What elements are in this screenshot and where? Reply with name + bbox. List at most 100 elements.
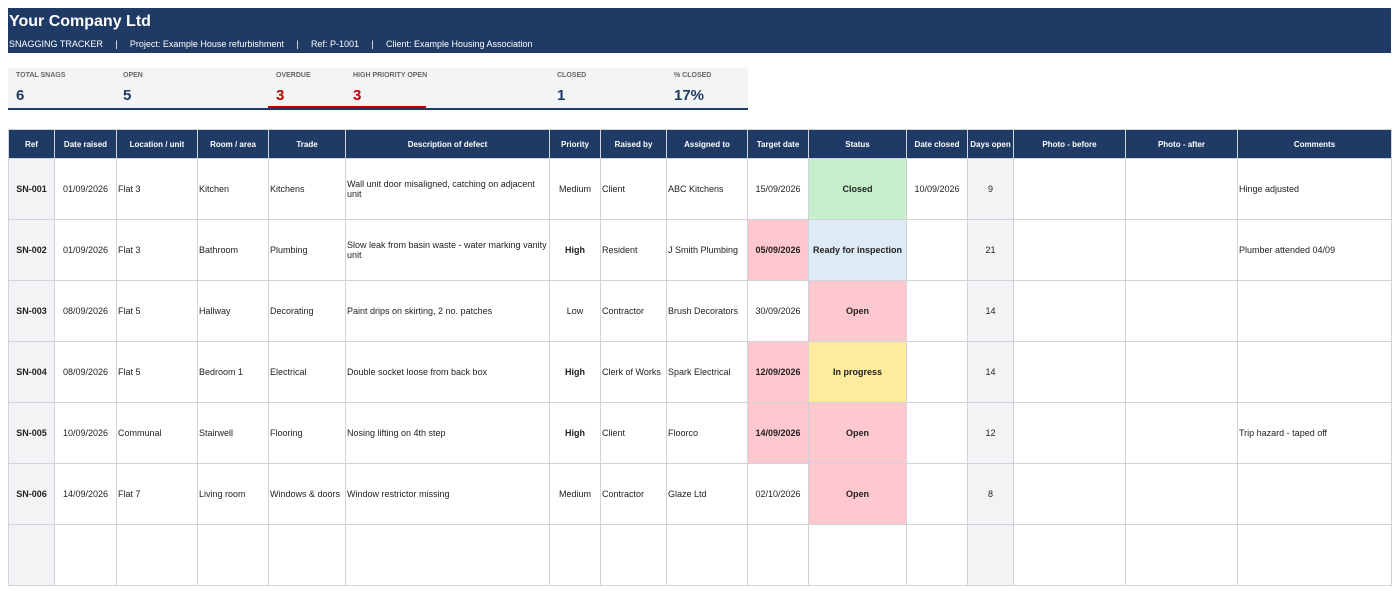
cell-ref[interactable]: SN-002 <box>8 219 55 281</box>
cell-date-closed[interactable] <box>906 341 968 403</box>
cell-trade[interactable]: Electrical <box>268 341 346 403</box>
cell-trade[interactable]: Flooring <box>268 402 346 464</box>
cell-date-raised[interactable]: 08/09/2026 <box>54 280 117 342</box>
cell-date-closed[interactable] <box>906 219 968 281</box>
cell-raised-by[interactable] <box>600 524 667 586</box>
cell-target-date[interactable]: 12/09/2026 <box>747 341 809 403</box>
cell-date-closed[interactable]: 10/09/2026 <box>906 158 968 220</box>
cell-target-date[interactable]: 30/09/2026 <box>747 280 809 342</box>
cell-assigned-to[interactable]: Brush Decorators <box>666 280 748 342</box>
cell-target-date[interactable]: 15/09/2026 <box>747 158 809 220</box>
cell-status[interactable]: Open <box>808 402 907 464</box>
col-header-assigned-to[interactable]: Assigned to <box>666 129 748 159</box>
cell-days-open[interactable]: 14 <box>967 341 1014 403</box>
cell-room[interactable]: Hallway <box>197 280 269 342</box>
col-header-raised-by[interactable]: Raised by <box>600 129 667 159</box>
cell-trade[interactable]: Windows & doors <box>268 463 346 525</box>
cell-date-raised[interactable]: 10/09/2026 <box>54 402 117 464</box>
cell-photo-before[interactable] <box>1013 219 1126 281</box>
cell-raised-by[interactable]: Resident <box>600 219 667 281</box>
col-header-photo-before[interactable]: Photo - before <box>1013 129 1126 159</box>
cell-status[interactable]: Open <box>808 463 907 525</box>
cell-comments[interactable] <box>1237 463 1392 525</box>
col-header-photo-after[interactable]: Photo - after <box>1125 129 1238 159</box>
cell-days-open[interactable]: 9 <box>967 158 1014 220</box>
cell-location[interactable]: Flat 3 <box>116 158 198 220</box>
col-header-trade[interactable]: Trade <box>268 129 346 159</box>
cell-room[interactable]: Bedroom 1 <box>197 341 269 403</box>
cell-status[interactable]: In progress <box>808 341 907 403</box>
cell-date-raised[interactable]: 01/09/2026 <box>54 158 117 220</box>
cell-description[interactable]: Nosing lifting on 4th step <box>345 402 550 464</box>
cell-description[interactable]: Slow leak from basin waste - water marki… <box>345 219 550 281</box>
col-header-description[interactable]: Description of defect <box>345 129 550 159</box>
cell-photo-after[interactable] <box>1125 524 1238 586</box>
cell-status[interactable] <box>808 524 907 586</box>
cell-days-open[interactable] <box>967 524 1014 586</box>
table-row[interactable]: SN-002 01/09/2026 Flat 3 Bathroom Plumbing Sl… <box>8 219 1392 281</box>
table-row[interactable] <box>8 524 1392 586</box>
cell-date-raised[interactable]: 01/09/2026 <box>54 219 117 281</box>
cell-trade[interactable]: Plumbing <box>268 219 346 281</box>
cell-date-raised[interactable] <box>54 524 117 586</box>
cell-photo-after[interactable] <box>1125 402 1238 464</box>
cell-date-closed[interactable] <box>906 402 968 464</box>
col-header-target-date[interactable]: Target date <box>747 129 809 159</box>
table-row[interactable]: SN-004 08/09/2026 Flat 5 Bedroom 1 Electrica… <box>8 341 1392 403</box>
cell-priority[interactable]: High <box>549 341 601 403</box>
cell-description[interactable]: Paint drips on skirting, 2 no. patches <box>345 280 550 342</box>
cell-location[interactable]: Flat 5 <box>116 280 198 342</box>
cell-location[interactable]: Communal <box>116 402 198 464</box>
cell-target-date[interactable]: 05/09/2026 <box>747 219 809 281</box>
cell-photo-before[interactable] <box>1013 402 1126 464</box>
cell-location[interactable] <box>116 524 198 586</box>
table-row[interactable]: SN-001 01/09/2026 Flat 3 Kitchen Kitchens Wal… <box>8 158 1392 220</box>
cell-description[interactable]: Wall unit door misaligned, catching on a… <box>345 158 550 220</box>
cell-ref[interactable] <box>8 524 55 586</box>
cell-comments[interactable] <box>1237 280 1392 342</box>
cell-status[interactable]: Open <box>808 280 907 342</box>
cell-location[interactable]: Flat 7 <box>116 463 198 525</box>
cell-trade[interactable] <box>268 524 346 586</box>
cell-status[interactable]: Closed <box>808 158 907 220</box>
cell-description[interactable] <box>345 524 550 586</box>
cell-comments[interactable]: Trip hazard - taped off <box>1237 402 1392 464</box>
cell-priority[interactable]: Low <box>549 280 601 342</box>
cell-date-closed[interactable] <box>906 463 968 525</box>
cell-photo-before[interactable] <box>1013 524 1126 586</box>
col-header-comments[interactable]: Comments <box>1237 129 1392 159</box>
cell-priority[interactable] <box>549 524 601 586</box>
cell-photo-before[interactable] <box>1013 280 1126 342</box>
cell-trade[interactable]: Decorating <box>268 280 346 342</box>
cell-ref[interactable]: SN-001 <box>8 158 55 220</box>
cell-comments[interactable]: Plumber attended 04/09 <box>1237 219 1392 281</box>
cell-assigned-to[interactable]: J Smith Plumbing <box>666 219 748 281</box>
cell-days-open[interactable]: 14 <box>967 280 1014 342</box>
cell-days-open[interactable]: 8 <box>967 463 1014 525</box>
cell-comments[interactable] <box>1237 341 1392 403</box>
cell-date-closed[interactable] <box>906 280 968 342</box>
cell-photo-before[interactable] <box>1013 341 1126 403</box>
cell-raised-by[interactable]: Client <box>600 402 667 464</box>
cell-date-raised[interactable]: 14/09/2026 <box>54 463 117 525</box>
col-header-location[interactable]: Location / unit <box>116 129 198 159</box>
col-header-date-raised[interactable]: Date raised <box>54 129 117 159</box>
cell-days-open[interactable]: 21 <box>967 219 1014 281</box>
cell-room[interactable]: Bathroom <box>197 219 269 281</box>
cell-priority[interactable]: High <box>549 219 601 281</box>
cell-assigned-to[interactable]: Glaze Ltd <box>666 463 748 525</box>
cell-room[interactable]: Living room <box>197 463 269 525</box>
cell-room[interactable]: Kitchen <box>197 158 269 220</box>
cell-assigned-to[interactable]: ABC Kitchens <box>666 158 748 220</box>
cell-photo-before[interactable] <box>1013 158 1126 220</box>
cell-status[interactable]: Ready for inspection <box>808 219 907 281</box>
col-header-ref[interactable]: Ref <box>8 129 55 159</box>
cell-raised-by[interactable]: Clerk of Works <box>600 341 667 403</box>
cell-priority[interactable]: High <box>549 402 601 464</box>
table-row[interactable]: SN-006 14/09/2026 Flat 7 Living room Windows… <box>8 463 1392 525</box>
cell-days-open[interactable]: 12 <box>967 402 1014 464</box>
cell-assigned-to[interactable]: Floorco <box>666 402 748 464</box>
cell-ref[interactable]: SN-005 <box>8 402 55 464</box>
cell-ref[interactable]: SN-006 <box>8 463 55 525</box>
cell-raised-by[interactable]: Client <box>600 158 667 220</box>
